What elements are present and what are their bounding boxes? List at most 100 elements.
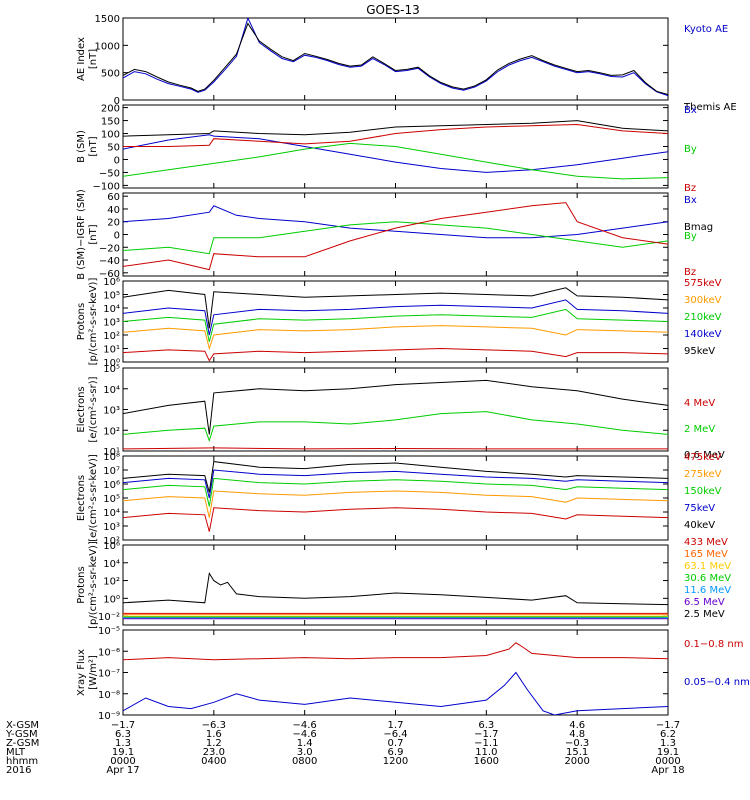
x-axis-tick-value: 23.0 xyxy=(203,747,225,758)
y-tick-label: 100 xyxy=(101,130,120,141)
y-tick-label: 10⁴ xyxy=(103,385,120,396)
y-tick-label: 150 xyxy=(101,117,120,128)
y-tick-label: 10² xyxy=(103,331,120,342)
panel-frame xyxy=(122,367,669,452)
x-axis-tick-value: −0.3 xyxy=(565,738,589,749)
series-line-0-6-mev xyxy=(123,379,668,435)
x-axis-row-label: Y-GSM xyxy=(5,729,38,740)
panel-5: 10¹ 10² 10³ 10⁴ 10⁵ Electrons [e/(cm²-s-sr)] 4 … xyxy=(76,364,725,461)
x-axis-tick-value: −1.1 xyxy=(474,738,498,749)
y-tick-label: 10² xyxy=(103,536,120,547)
legend-item: 475keV xyxy=(684,452,722,463)
y-axis-unit: [p/(cm²-s-sr-keV)] xyxy=(88,541,99,629)
x-axis-tick-value: −6.4 xyxy=(383,729,407,740)
series-line-bz xyxy=(123,123,668,147)
series-line-4-mev xyxy=(123,447,668,450)
y-tick-label: 10⁻⁷ xyxy=(98,669,120,680)
x-axis-table: X-GSMY-GSMZ-GSMMLThhmm2016−1.76.31.319.1… xyxy=(5,720,685,776)
x-axis-tick-value: −4.6 xyxy=(293,729,317,740)
y-axis-unit: [e/(cm²-s-sr-keV)] xyxy=(88,454,99,542)
y-tick-label: 500 xyxy=(101,69,120,80)
y-tick-label: 10¹ xyxy=(103,345,120,356)
series-line-by xyxy=(123,142,668,180)
x-axis-tick-value: 6.3 xyxy=(115,729,131,740)
y-tick-label: −50 xyxy=(99,168,120,179)
series-line-140kev xyxy=(123,299,668,336)
legend-item: 4 MeV xyxy=(684,398,715,409)
legend-item: 0.6 MeV xyxy=(684,450,725,461)
panel-frame xyxy=(122,192,669,277)
legend-item: 433 MeV xyxy=(684,537,728,548)
y-axis-label: Electrons xyxy=(76,386,87,432)
series-line-95kev xyxy=(123,287,668,329)
legend-item: 40keV xyxy=(684,520,715,531)
legend-item: 30.6 MeV xyxy=(684,573,731,584)
y-tick-label: 10³ xyxy=(103,522,120,533)
y-axis-label: AE Index xyxy=(76,37,87,81)
y-axis-label: B (SM) xyxy=(76,130,87,163)
legend-item: 2 MeV xyxy=(684,424,715,435)
y-tick-label: 10³ xyxy=(103,406,120,417)
y-tick-label: 10⁻⁸ xyxy=(98,690,120,701)
legend-item: Kyoto AE xyxy=(684,24,728,35)
x-axis-row-label: MLT xyxy=(6,747,26,758)
series-line-bx xyxy=(123,134,668,173)
x-axis-tick-value: Apr 18 xyxy=(651,765,684,776)
y-tick-label: −40 xyxy=(99,256,120,267)
legend-item: 210keV xyxy=(684,312,722,323)
y-tick-label: 1000 xyxy=(95,41,120,52)
y-tick-label: 10⁵ xyxy=(103,494,120,505)
y-tick-label: 10⁵ xyxy=(103,364,120,375)
series-line-2-mev xyxy=(123,411,668,443)
y-tick-label: 10² xyxy=(103,426,120,437)
x-axis-tick-value: 0400 xyxy=(201,756,226,767)
series-line-bx xyxy=(123,205,668,239)
y-axis-unit: [nT] xyxy=(88,224,99,244)
legend-item: Bmag xyxy=(684,222,713,233)
legend-item: 75keV xyxy=(684,503,715,514)
x-axis-row-label: hhmm xyxy=(6,756,38,767)
legend-item: 63.1 MeV xyxy=(684,561,731,572)
x-axis-tick-value: 1.3 xyxy=(115,738,131,749)
x-axis-tick-value: 2000 xyxy=(564,756,589,767)
x-axis-tick-value: 19.1 xyxy=(112,747,134,758)
series-line-bz xyxy=(123,202,668,271)
series-line-575kev xyxy=(123,347,668,362)
series-line-0-1-0-8-nm xyxy=(123,642,668,661)
panel-8: 10⁻⁹ 10⁻⁸ 10⁻⁷ 10⁻⁶ 10⁻⁵ Xray Flux [W/m²] 0.1−0… xyxy=(76,626,750,722)
legend-item: 2.5 MeV xyxy=(684,609,725,620)
y-tick-label: 10⁴ xyxy=(103,304,120,315)
series-line-themis-ae xyxy=(123,22,668,95)
series-line-40kev xyxy=(123,461,668,493)
legend-item: 575keV xyxy=(684,278,722,289)
y-tick-label: 10¹ xyxy=(103,447,120,458)
panel-7: 10⁻² 10⁰ 10² 10⁴ 10⁶ Protons [p/(cm²-s-sr-keV)… xyxy=(76,537,731,629)
x-axis-row-label: Z-GSM xyxy=(6,738,39,749)
x-axis-tick-value: 6.3 xyxy=(478,720,494,731)
x-axis-tick-value: 11.0 xyxy=(475,747,497,758)
series-line-kyoto-ae xyxy=(123,18,668,97)
series-line-by xyxy=(123,221,668,255)
y-axis-label: B (SM)−IGRF (SM) xyxy=(76,189,87,280)
panel-6: 10² 10³ 10⁴ 10⁵ 10⁶ 10⁷ 10⁸ Electrons [e/(cm²-s-… xyxy=(76,452,722,547)
x-axis-tick-value: 1.3 xyxy=(660,738,676,749)
y-tick-label: 10⁶ xyxy=(103,541,120,552)
legend-item: Bz xyxy=(684,183,696,194)
series-line-475kev xyxy=(123,507,668,532)
legend-item: By xyxy=(684,144,697,155)
series-line-75kev xyxy=(123,469,668,499)
legend-item: By xyxy=(684,231,697,242)
legend-item: Bx xyxy=(684,105,697,116)
x-axis-tick-value: 1200 xyxy=(383,756,408,767)
y-tick-label: −100 xyxy=(93,181,120,192)
x-axis-row-label: 2016 xyxy=(6,765,31,776)
y-tick-label: 10⁷ xyxy=(103,466,120,477)
legend-item: 300keV xyxy=(684,295,722,306)
legend-item: 140keV xyxy=(684,329,722,340)
y-tick-label: 10⁻⁵ xyxy=(98,626,120,637)
x-axis-tick-value: −1.7 xyxy=(474,729,498,740)
x-axis-tick-value: 0000 xyxy=(110,756,135,767)
y-axis-unit: [nT] xyxy=(88,49,99,69)
x-axis-tick-value: 6.2 xyxy=(660,729,676,740)
